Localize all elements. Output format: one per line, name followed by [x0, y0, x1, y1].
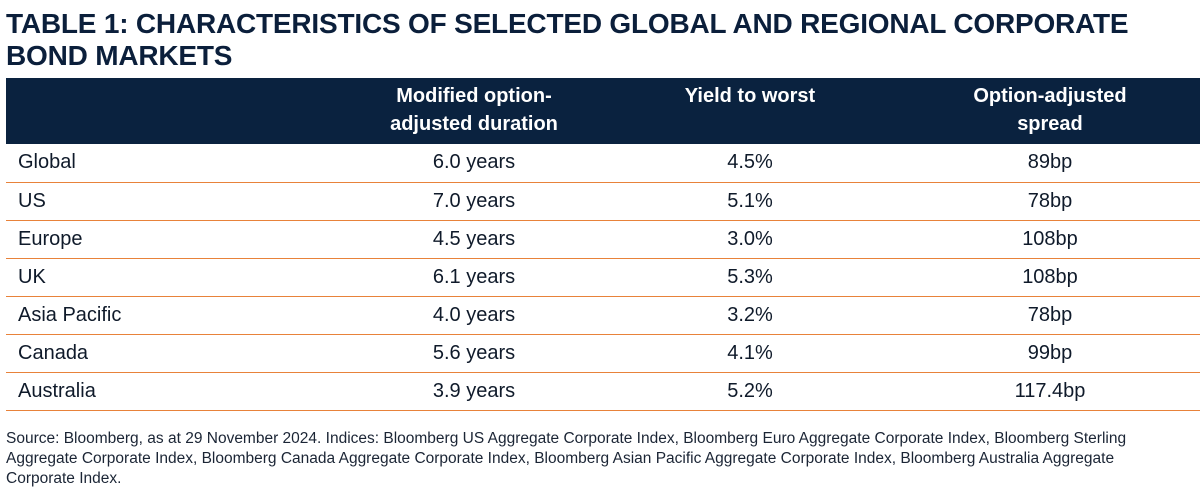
cell-duration: 6.0 years [432, 151, 516, 174]
source-note: Source: Bloomberg, as at 29 November 202… [6, 429, 1127, 487]
table-title: TABLE 1: CHARACTERISTICS OF SELECTED GLO… [6, 8, 1129, 71]
cell-yield: 5.1% [727, 189, 773, 212]
cell-market: US [18, 189, 46, 212]
cell-market: Canada [18, 341, 89, 364]
cell-yield: 4.1% [727, 341, 773, 364]
header-yield: Yield to worst [684, 85, 816, 107]
header-duration: Modified option- adjusted duration [336, 78, 612, 144]
table-row: Asia Pacific 4.0 years 3.2% 78bp [6, 296, 1200, 334]
cell-duration: 4.5 years [432, 227, 516, 250]
cell-spread: 108bp [1022, 265, 1078, 288]
cell-duration: 5.6 years [432, 341, 516, 364]
cell-spread: 99bp [1027, 341, 1073, 364]
cell-spread: 117.4bp [1014, 379, 1086, 402]
header-market [6, 78, 336, 144]
cell-duration: 4.0 years [432, 303, 516, 326]
header-duration-text: Modified option- adjusted duration [390, 82, 558, 138]
table-row: Europe 4.5 years 3.0% 108bp [6, 220, 1200, 258]
cell-yield: 5.2% [727, 379, 773, 402]
table-row: US 7.0 years 5.1% 78bp [6, 182, 1200, 220]
cell-market: Asia Pacific [18, 303, 122, 326]
header-spread: Option-adjusted spread [888, 78, 1200, 144]
cell-yield: 3.0% [727, 227, 773, 250]
cell-market: Global [18, 151, 76, 174]
bond-markets-table: Modified option- adjusted duration Yield… [6, 78, 1200, 411]
cell-duration: 6.1 years [432, 265, 516, 288]
cell-spread: 89bp [1027, 151, 1073, 174]
cell-duration: 3.9 years [432, 379, 516, 402]
cell-duration: 7.0 years [432, 189, 516, 212]
cell-spread: 78bp [1027, 303, 1073, 326]
table-row: Australia 3.9 years 5.2% 117.4bp [6, 372, 1200, 410]
header-duration-line1: Modified option- [396, 85, 552, 107]
cell-market: Europe [18, 227, 83, 250]
cell-market: Australia [18, 379, 96, 402]
header-spread-text: Option-adjusted spread [973, 82, 1126, 138]
header-duration-line2: adjusted duration [390, 113, 558, 135]
header-spread-line1: Option-adjusted [973, 85, 1127, 107]
cell-yield: 5.3% [727, 265, 773, 288]
cell-yield: 4.5% [727, 151, 773, 174]
table-header: Modified option- adjusted duration Yield… [6, 78, 1200, 144]
cell-yield: 3.2% [727, 303, 773, 326]
header-row: Modified option- adjusted duration Yield… [6, 78, 1200, 144]
cell-market: UK [18, 265, 46, 288]
table-body: Global 6.0 years 4.5% 89bp US 7.0 years … [6, 144, 1200, 410]
cell-spread: 78bp [1027, 189, 1073, 212]
cell-spread: 108bp [1022, 227, 1078, 250]
header-spread-line2: spread [1017, 113, 1083, 135]
table-row: Global 6.0 years 4.5% 89bp [6, 144, 1200, 182]
table-row: UK 6.1 years 5.3% 108bp [6, 258, 1200, 296]
table-row: Canada 5.6 years 4.1% 99bp [6, 334, 1200, 372]
